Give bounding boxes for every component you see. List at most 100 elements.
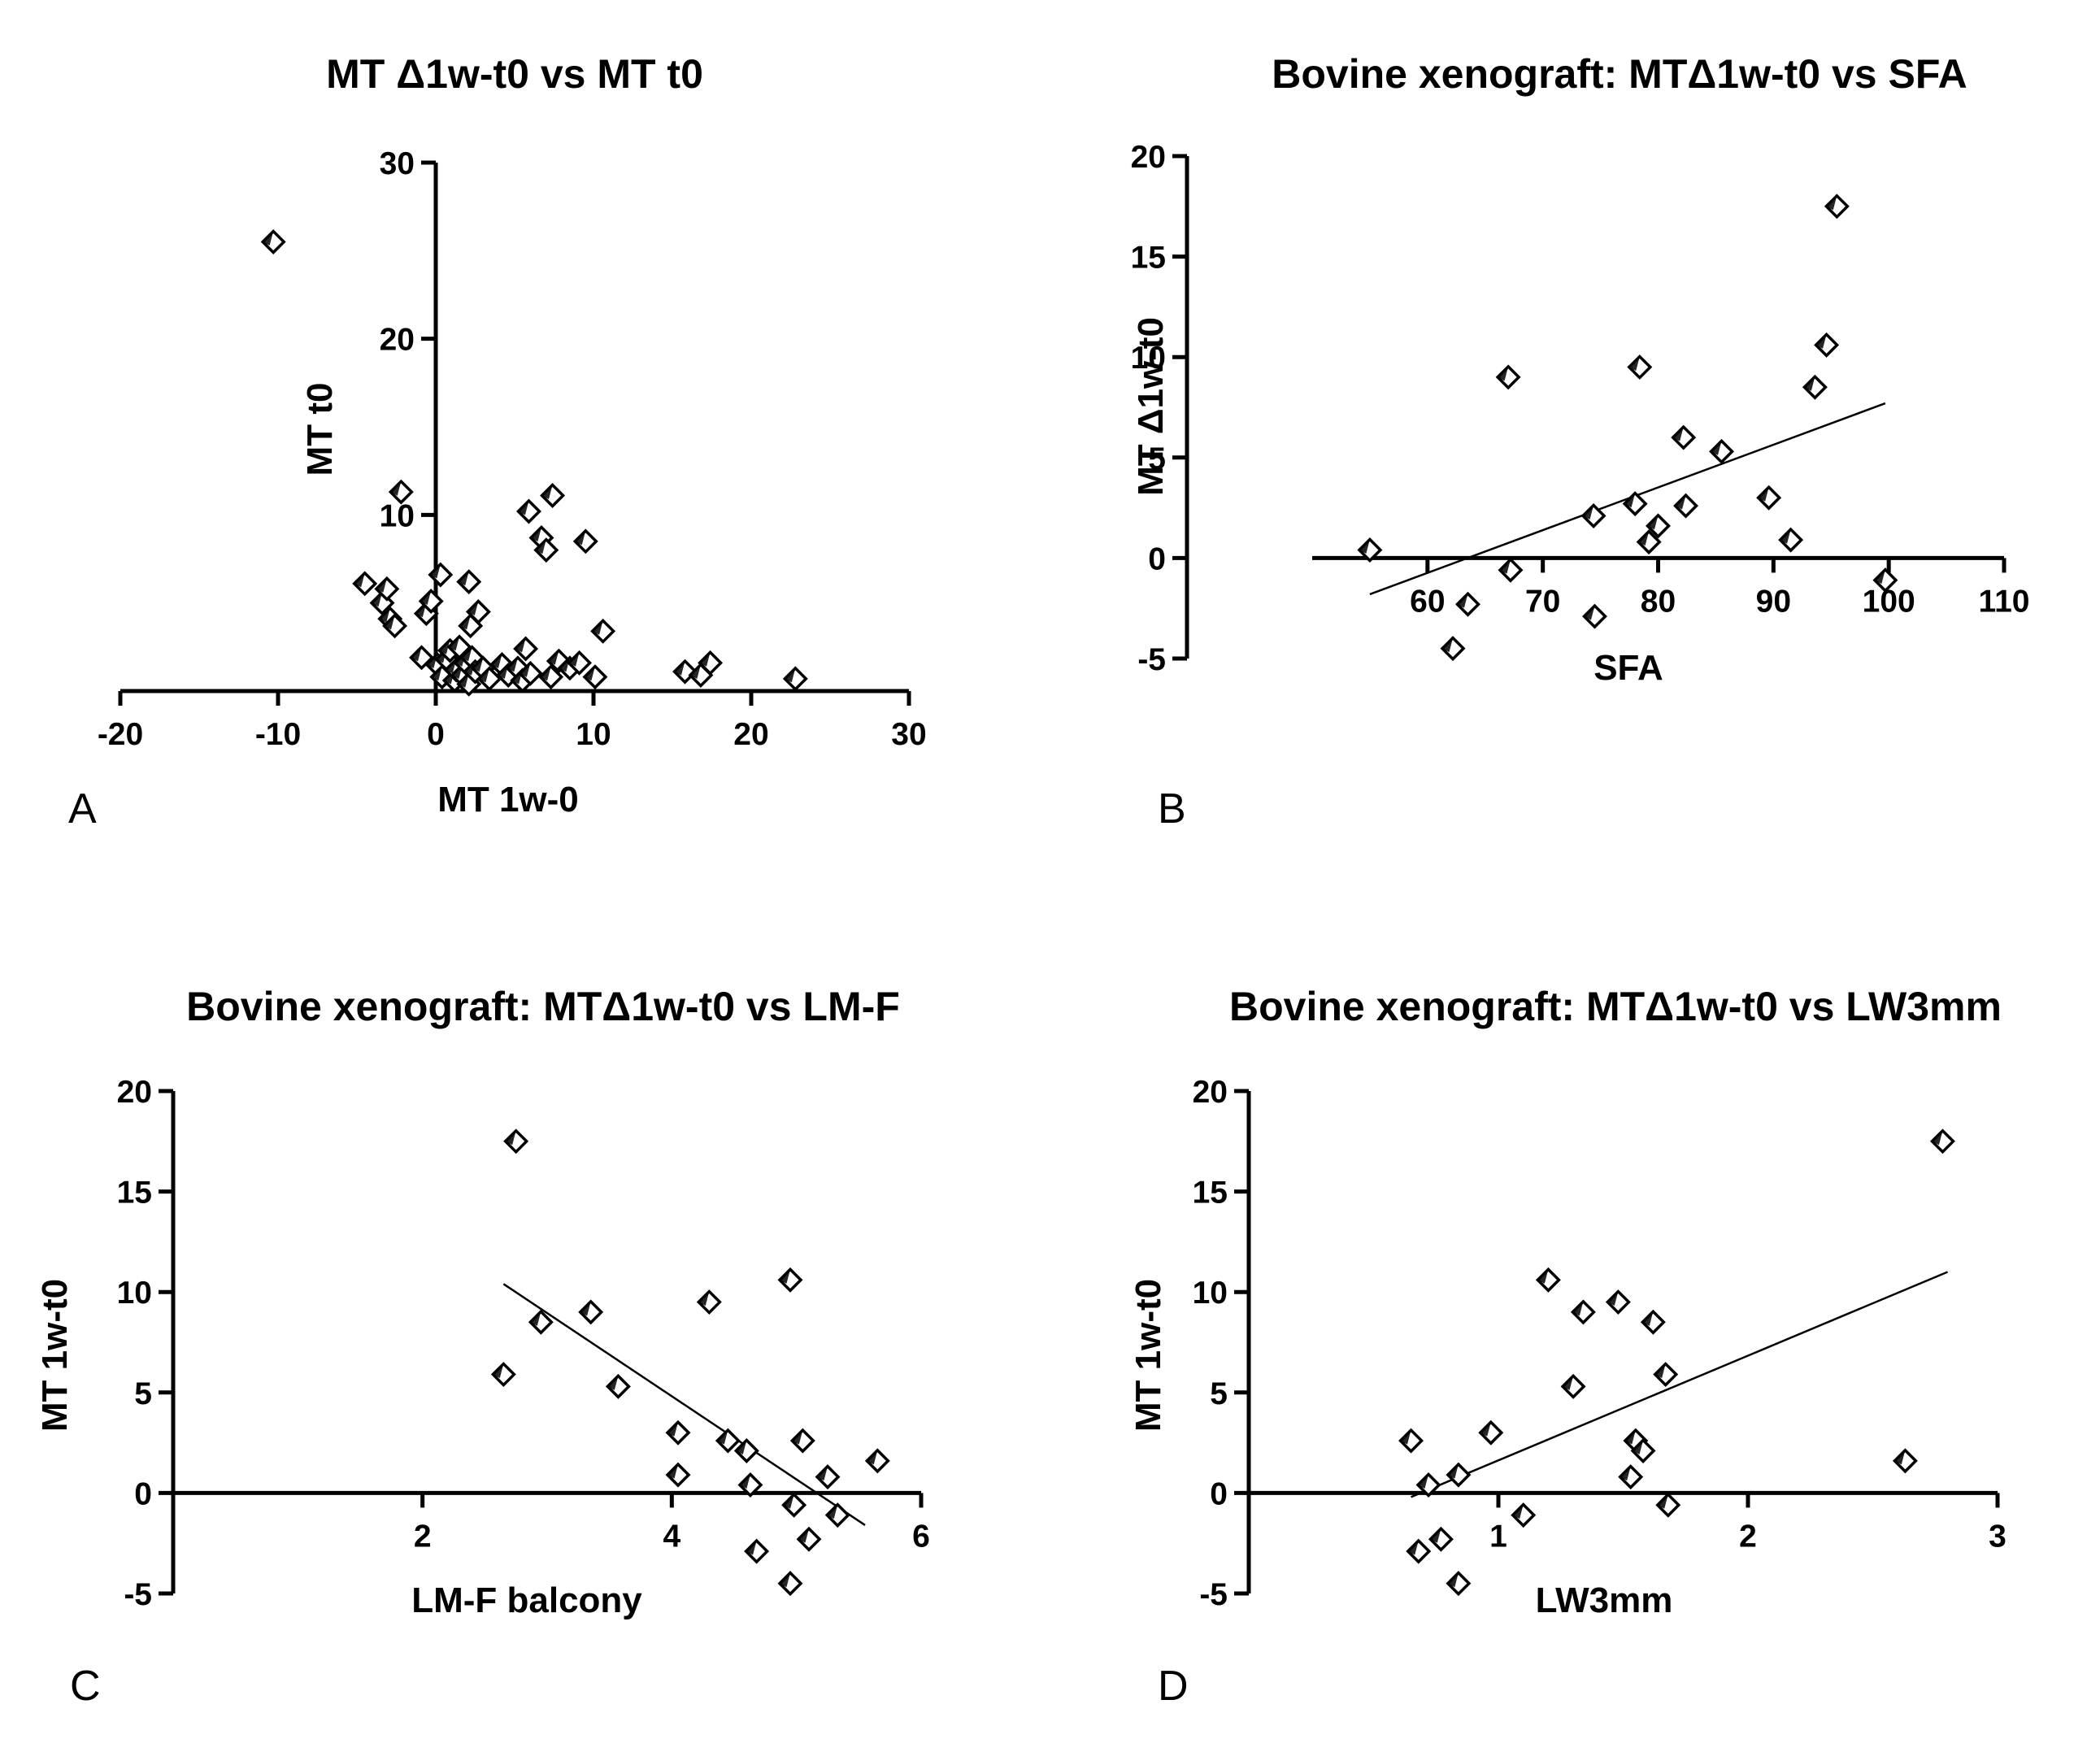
panel-b-x-tick-label: 110 xyxy=(1979,584,2030,619)
panel-c-data-point xyxy=(777,1267,803,1293)
panel-a-data-point xyxy=(388,479,414,505)
panel-b-data-point xyxy=(1756,485,1782,511)
panel-d-data-point xyxy=(1535,1267,1561,1293)
panel-a-y-tick-label: 10 xyxy=(380,498,415,533)
panel-a-x-tick-label: 20 xyxy=(733,717,768,752)
panel-c-y-tick-label: 5 xyxy=(134,1376,152,1411)
panel-d-x-tick-label: 1 xyxy=(1489,1519,1507,1554)
panel-a-y-tick-label: 20 xyxy=(380,323,415,358)
panel-d-letter: D xyxy=(1158,1663,1189,1710)
panel-d-y-tick-label: 10 xyxy=(1193,1276,1228,1311)
panel-d-x-tick-label: 2 xyxy=(1739,1519,1757,1554)
panel-a-x-tick-label: 10 xyxy=(576,717,611,752)
panel-c-data-point xyxy=(737,1472,763,1498)
panel-d-data-point xyxy=(1478,1419,1504,1446)
panel-b-y-tick-label: 20 xyxy=(1131,140,1166,175)
panel-a-data-point xyxy=(456,569,482,595)
panel-b-title: Bovine xenograft: MTΔ1w-t0 vs SFA xyxy=(1272,51,1967,97)
panel-a-x-tick-label: 30 xyxy=(891,717,926,752)
panel-a-data-point xyxy=(572,528,598,554)
panel-b-data-point xyxy=(1455,591,1480,617)
panel-d-y-tick-label: 5 xyxy=(1210,1376,1228,1411)
panel-a-data-point xyxy=(533,537,559,563)
panel-a-data-point xyxy=(698,650,724,676)
panel-c-data-point xyxy=(815,1464,841,1490)
panel-b: Bovine xenograft: MTΔ1w-t0 vs SFA MT Δ1w… xyxy=(1131,51,2030,833)
panel-b-data-point xyxy=(1671,424,1697,450)
panel-b-data-point xyxy=(1673,493,1699,519)
panel-a-xlabel: MT 1w-0 xyxy=(437,780,579,820)
panel-a-data-point xyxy=(517,660,543,686)
panel-b-data-point xyxy=(1498,557,1524,583)
panel-d-data-point xyxy=(1406,1538,1432,1564)
panel-d-data-point xyxy=(1653,1362,1679,1388)
panel-b-y-tick-label: 0 xyxy=(1148,541,1166,576)
panel-a-data-point xyxy=(374,576,400,602)
panel-d-data-point xyxy=(1446,1462,1472,1488)
panel-c-title: Bovine xenograft: MTΔ1w-t0 vs LM-F xyxy=(186,984,900,1029)
panel-d-data-point xyxy=(1929,1128,1955,1154)
panel-b-data-point xyxy=(1646,513,1671,539)
panel-c-data-point xyxy=(777,1571,803,1597)
panel-b-data-point xyxy=(1440,636,1466,662)
panel-d-data-point xyxy=(1655,1492,1681,1518)
panel-c-xlabel: LM-F balcony xyxy=(411,1580,642,1620)
panel-c-data-point xyxy=(733,1438,759,1463)
panel-b-ylabel: MT Δ1w-t0 xyxy=(1131,317,1171,496)
panel-b-data-point xyxy=(1872,567,1898,593)
panel-c-y-tick-label: 10 xyxy=(117,1276,152,1311)
panel-d-y-tick-label: 0 xyxy=(1210,1476,1228,1511)
panel-b-x-tick-label: 80 xyxy=(1641,584,1676,619)
panel-c: Bovine xenograft: MTΔ1w-t0 vs LM-F MT 1w… xyxy=(35,984,930,1710)
panel-c-y-tick-label: 15 xyxy=(117,1176,152,1211)
panel-c-data-point xyxy=(715,1428,741,1454)
panel-c-y-tick-label: -5 xyxy=(124,1577,152,1612)
panel-d-y-tick-label: 20 xyxy=(1193,1075,1228,1110)
panel-c-data-point xyxy=(665,1419,691,1446)
panel-d-data-point xyxy=(1446,1571,1472,1597)
panel-c-data-point xyxy=(665,1462,691,1488)
panel-c-regression-line xyxy=(502,1283,866,1526)
panel-c-data-point xyxy=(744,1538,770,1564)
panel-d-regression-line xyxy=(1411,1271,1949,1498)
panel-b-data-point xyxy=(1802,374,1828,400)
panel-a-x-tick-label: -10 xyxy=(255,717,301,752)
panel-b-y-tick-label: 5 xyxy=(1148,441,1166,476)
panel-c-ylabel: MT 1w-t0 xyxy=(35,1279,75,1432)
panel-b-data-point xyxy=(1636,529,1662,555)
panel-b-data-point xyxy=(1709,438,1734,464)
panel-a-data-point xyxy=(260,229,286,254)
panel-d-data-point xyxy=(1892,1448,1918,1474)
panel-c-data-point xyxy=(824,1502,850,1528)
panel-b-data-point xyxy=(1622,491,1648,517)
panel-b-x-tick-label: 70 xyxy=(1525,584,1560,619)
panel-b-data-point xyxy=(1580,503,1607,528)
panel-c-data-point xyxy=(578,1299,604,1325)
panel-d-data-point xyxy=(1640,1309,1666,1335)
panel-b-y-tick-label: 15 xyxy=(1131,241,1166,276)
panel-c-data-point xyxy=(490,1362,516,1388)
panel-b-data-point xyxy=(1778,527,1804,553)
panel-a-letter: A xyxy=(68,785,97,833)
panel-a-y-tick-label: 30 xyxy=(380,146,415,181)
panel-c-x-tick-label: 2 xyxy=(414,1519,432,1554)
panel-d-y-tick-label: 15 xyxy=(1193,1176,1228,1211)
panel-b-x-tick-label: 100 xyxy=(1863,584,1915,619)
panel-a-x-tick-label: 0 xyxy=(427,717,445,752)
panel-a-data-point xyxy=(465,599,491,624)
panel-c-x-tick-label: 6 xyxy=(912,1519,930,1554)
panel-b-data-point xyxy=(1357,537,1383,563)
panel-c-data-point xyxy=(781,1492,807,1518)
panel-b-xlabel: SFA xyxy=(1593,648,1663,688)
panel-c-data-point xyxy=(605,1373,631,1399)
panel-a-data-point xyxy=(582,664,608,690)
panel-a-title: MT Δ1w-t0 vs MT t0 xyxy=(326,51,703,97)
panel-a-data-point xyxy=(538,664,564,690)
panel-b-letter: B xyxy=(1158,785,1186,833)
panel-d-data-point xyxy=(1560,1373,1586,1399)
panel-a-data-point xyxy=(513,636,539,662)
panel-d-ylabel: MT 1w-t0 xyxy=(1128,1279,1168,1432)
panel-d-data-point xyxy=(1415,1472,1441,1498)
panel-a-ylabel: MT t0 xyxy=(300,383,340,476)
